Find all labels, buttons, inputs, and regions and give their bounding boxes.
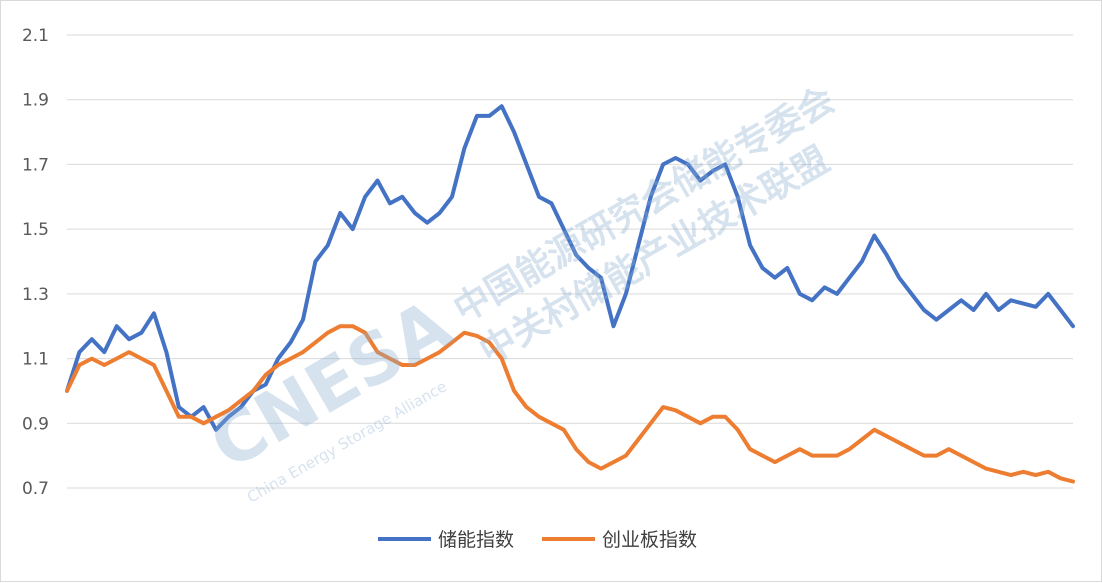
y-tick-label: 1.1: [22, 350, 49, 370]
series-line-2: [65, 324, 1075, 484]
y-tick-label: 1.9: [22, 91, 49, 111]
series-line-1: [65, 104, 1075, 432]
gridlines: [67, 34, 1073, 489]
y-tick-label: 1.5: [22, 220, 49, 240]
y-axis-ticks: 0.7 0.9 1.1 1.3 1.5 1.7 1.9 2.1: [22, 26, 49, 499]
y-tick-label: 0.9: [22, 414, 49, 434]
legend-label-series-1: 储能指数: [438, 529, 514, 551]
series-lines: [65, 104, 1075, 484]
legend-label-series-2: 创业板指数: [602, 529, 697, 551]
y-tick-label: 1.3: [22, 285, 49, 305]
y-tick-label: 0.7: [22, 479, 49, 499]
y-tick-label: 1.7: [22, 155, 49, 175]
y-tick-label: 2.1: [22, 26, 49, 46]
legend: 储能指数 创业板指数: [378, 529, 697, 551]
